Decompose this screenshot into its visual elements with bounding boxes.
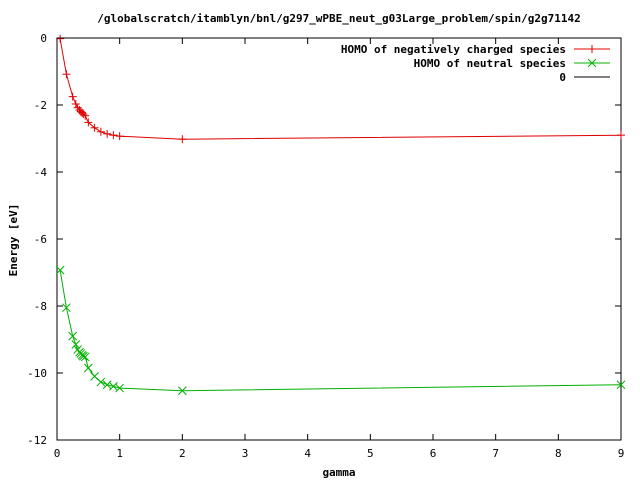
data-point xyxy=(96,127,105,136)
y-tick-label: -6 xyxy=(34,233,47,246)
data-point xyxy=(79,110,88,119)
y-tick-label: 0 xyxy=(40,32,47,45)
data-point xyxy=(109,382,118,391)
series-line xyxy=(59,270,622,392)
legend-label: HOMO of negatively charged species xyxy=(341,43,566,56)
legend-marker xyxy=(588,45,596,53)
x-tick-label: 9 xyxy=(618,447,625,460)
data-point xyxy=(62,303,71,313)
y-tick-label: -2 xyxy=(34,99,47,112)
y-tick-label: -10 xyxy=(27,367,47,380)
data-point xyxy=(178,135,187,144)
data-point xyxy=(56,34,65,43)
data-point xyxy=(71,340,81,349)
y-tick-label: -12 xyxy=(27,434,47,447)
data-point xyxy=(90,123,99,132)
legend-marker xyxy=(587,58,597,68)
x-axis-label: gamma xyxy=(322,466,355,479)
data-point xyxy=(617,131,625,140)
x-tick-label: 4 xyxy=(304,447,311,460)
x-tick-label: 0 xyxy=(54,447,61,460)
legend-label: 0 xyxy=(559,71,566,84)
data-point xyxy=(109,131,118,140)
data-point xyxy=(177,386,187,396)
data-point xyxy=(68,92,77,101)
data-point xyxy=(102,380,112,390)
data-point xyxy=(81,111,90,120)
x-tick-label: 8 xyxy=(555,447,562,460)
data-point xyxy=(83,363,93,373)
data-point xyxy=(115,383,125,393)
data-point xyxy=(616,380,626,390)
data-point xyxy=(68,331,78,341)
plot-frame xyxy=(56,37,622,441)
data-point xyxy=(80,352,90,362)
chart-title: /globalscratch/itamblyn/bnl/g297_wPBE_ne… xyxy=(97,12,580,25)
data-point xyxy=(55,265,65,275)
x-tick-label: 5 xyxy=(367,447,374,460)
data-point xyxy=(96,377,106,387)
data-point xyxy=(73,345,83,354)
y-tick-label: -4 xyxy=(34,166,48,179)
legend-label: HOMO of neutral species xyxy=(414,57,566,70)
data-point xyxy=(84,118,93,127)
y-tick-label: -8 xyxy=(34,300,47,313)
data-point xyxy=(103,129,112,138)
data-point xyxy=(62,70,71,79)
series-0 xyxy=(56,34,625,144)
x-tick-label: 2 xyxy=(179,447,186,460)
x-tick-label: 3 xyxy=(242,447,249,460)
x-tick-label: 1 xyxy=(116,447,123,460)
data-point xyxy=(71,99,80,108)
data-point xyxy=(78,351,88,361)
y-axis-label: Energy [eV] xyxy=(7,204,20,277)
x-tick-label: 7 xyxy=(492,447,499,460)
data-point xyxy=(115,132,124,141)
series-1 xyxy=(55,265,626,396)
x-tick-label: 6 xyxy=(430,447,437,460)
